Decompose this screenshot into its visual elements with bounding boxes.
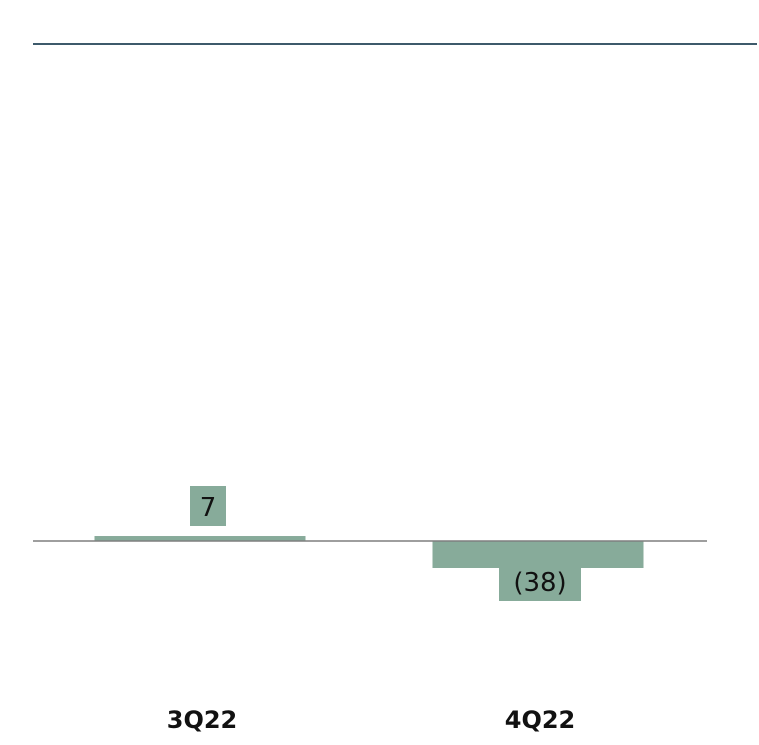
category-labels-group: 3Q22 4Q22 [167, 706, 576, 734]
data-label-4Q22: (38) [513, 568, 566, 598]
data-labels-group: 7 (38) [190, 486, 581, 601]
data-label-box-3Q22 [190, 486, 226, 526]
header-divider [33, 43, 757, 45]
data-label-3Q22: 7 [200, 493, 217, 523]
category-label-4Q22: 4Q22 [505, 706, 576, 734]
bar-3Q22 [94, 536, 306, 541]
category-label-3Q22: 3Q22 [167, 706, 238, 734]
data-label-box-4Q22 [499, 561, 581, 601]
